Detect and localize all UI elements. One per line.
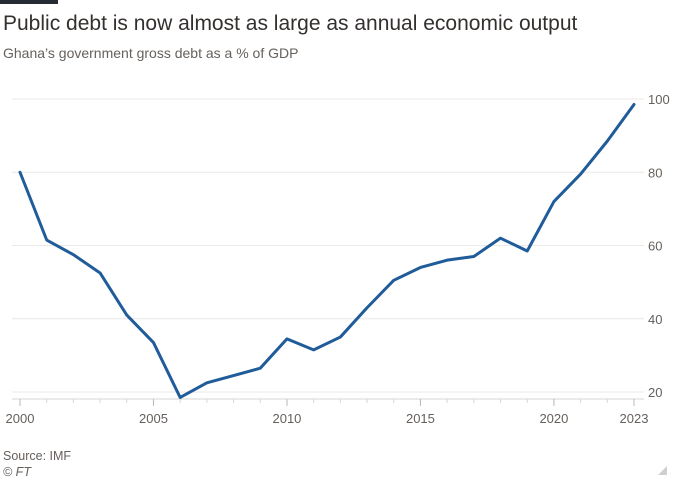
y-axis: 20 40 60 80 100 xyxy=(648,92,670,400)
line-chart: 2000 2005 2010 2015 2020 2023 20 40 60 80 100 xyxy=(6,92,670,426)
x-tick-label: 2015 xyxy=(406,411,435,426)
series-line-0 xyxy=(18,102,636,399)
chart-subtitle: Ghana’s government gross debt as a % of … xyxy=(3,45,299,61)
y-tick-label: 40 xyxy=(648,312,662,327)
y-tick-label: 20 xyxy=(648,385,662,400)
x-tick-label: 2000 xyxy=(6,411,35,426)
x-axis: 2000 2005 2010 2015 2020 2023 xyxy=(6,398,649,426)
ft-brand-bar xyxy=(0,0,58,4)
x-tick-label: 2010 xyxy=(272,411,301,426)
y-tick-label: 80 xyxy=(648,165,662,180)
x-tick-label: 2020 xyxy=(539,411,568,426)
chart-title: Public debt is now almost as large as an… xyxy=(3,12,578,35)
copyright-note: © FT xyxy=(3,465,31,479)
y-tick-label: 60 xyxy=(648,239,662,254)
y-tick-label: 100 xyxy=(648,92,670,107)
series-lines xyxy=(18,102,636,399)
resize-corner-icon xyxy=(658,466,667,475)
grid-lines xyxy=(12,98,644,393)
x-tick-label: 2005 xyxy=(139,411,168,426)
x-tick-label: 2023 xyxy=(620,411,649,426)
source-note: Source: IMF xyxy=(3,449,72,463)
